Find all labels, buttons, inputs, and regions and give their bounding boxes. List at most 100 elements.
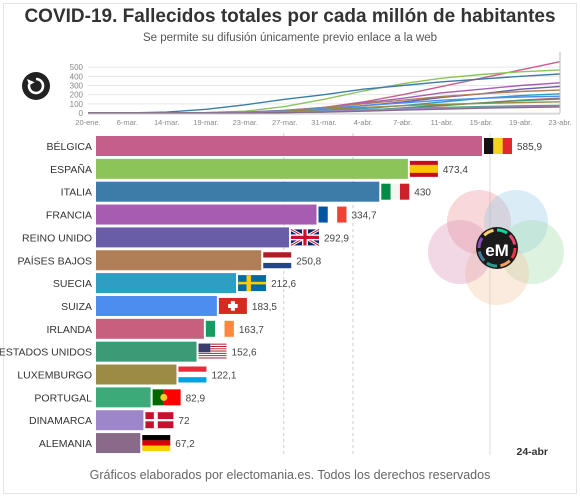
bar-value-label: 212,6: [271, 279, 296, 290]
bar: [96, 158, 408, 179]
flag-part: [198, 348, 227, 350]
replay-button[interactable]: [22, 72, 50, 100]
bar-category-label: ESTADOS UNIDOS: [0, 347, 92, 359]
logo-circle: [428, 220, 492, 284]
flag-part: [198, 345, 227, 348]
bar: [96, 364, 177, 385]
line-y-tick-label: 400: [70, 72, 84, 81]
flag-part: [484, 138, 494, 154]
flag-part: [205, 320, 216, 337]
line-x-tick-label: 7-abr.: [393, 118, 412, 127]
flag-part: [198, 355, 227, 357]
flag-part: [409, 164, 438, 173]
bar-row: PORTUGAL 82,9: [34, 387, 206, 408]
line-x-tick-label: 4-abr.: [354, 118, 373, 127]
flag-part: [198, 347, 227, 349]
logo-ring-segment: [496, 228, 508, 235]
logo-ring-segment: [477, 237, 484, 249]
flag-part: [142, 445, 171, 452]
flag-part: [198, 350, 227, 352]
flag-part: [160, 393, 168, 401]
logo-circle: [500, 220, 564, 284]
line-series: [87, 73, 561, 114]
line-x-tick-label: 19-abr.: [509, 118, 532, 127]
bar-category-label: SUIZA: [61, 301, 92, 313]
ireland-flag-icon: [205, 320, 234, 337]
bar-category-label: FRANCIA: [46, 210, 92, 222]
footer-credit: Gráficos elaborados por electomania.es. …: [89, 468, 491, 482]
flag-part: [198, 344, 227, 346]
bar-category-label: ALEMANIA: [39, 438, 92, 450]
line-y-tick-label: 500: [70, 63, 84, 72]
bar-category-label: ESPAÑA: [50, 163, 92, 176]
replay-icon: [27, 77, 45, 95]
denmark-flag-icon: [145, 412, 174, 429]
bar-category-label: PORTUGAL: [34, 392, 92, 404]
bar: [96, 250, 262, 271]
bar: [96, 136, 482, 156]
flag-part: [198, 358, 227, 360]
bar-category-label: IRLANDA: [46, 324, 92, 336]
logo-ring-segment: [500, 259, 511, 268]
logo-ring-segment: [477, 251, 486, 262]
bar-value-label: 152,6: [232, 348, 257, 359]
uk-flag-icon: [290, 228, 320, 247]
flag-part: [215, 320, 225, 337]
flag-part: [145, 419, 174, 422]
line-x-tick-label: 31-mar.: [311, 118, 336, 127]
bar-value-label: 183,5: [252, 302, 277, 313]
flag-part: [224, 320, 234, 337]
bar-row: IRLANDA 163,7: [46, 318, 264, 339]
line-y-tick-label: 300: [70, 82, 84, 91]
line-y-tick-label: 0: [79, 109, 84, 118]
bar: [96, 341, 197, 362]
flag-part: [198, 343, 227, 345]
line-x-tick-label: 15-abr.: [470, 118, 493, 127]
switzerland-flag-icon: [218, 297, 247, 314]
bar-value-label: 473,4: [443, 165, 468, 176]
bar-row: PAÍSES BAJOS 250,8: [18, 250, 322, 271]
bar-value-label: 67,2: [175, 439, 195, 450]
flag-part: [163, 389, 181, 406]
logo-ring-segment: [508, 234, 517, 245]
bar-value-label: 250,8: [296, 256, 321, 267]
flag-part: [381, 183, 391, 200]
bar-value-label: 292,9: [324, 233, 349, 244]
logo-text: eM: [485, 241, 509, 260]
line-x-tick-label: 23-mar.: [233, 118, 258, 127]
bar-row: REINO UNIDO 292,9: [22, 227, 349, 248]
flag-part: [399, 183, 410, 200]
flag-part: [198, 343, 211, 353]
bar-chart: BÉLGICA 585,9 ESPAÑA 473,4 ITALIA 430 FRANCIA 3…: [0, 133, 548, 458]
flag-part: [238, 281, 267, 285]
line-x-tick-label: 11-abr.: [431, 118, 454, 127]
flag-part: [502, 138, 512, 154]
logo-ring-segment: [483, 228, 494, 237]
netherlands-flag-icon: [263, 252, 292, 269]
bar: [96, 227, 289, 248]
line-series: [88, 61, 561, 114]
bar-row: FRANCIA 334,7: [46, 204, 377, 225]
flag-part: [318, 206, 328, 223]
date-label: 24-abr: [516, 446, 548, 458]
electomania-logo: eM: [428, 190, 564, 305]
flag-part: [263, 252, 292, 258]
bar: [96, 181, 380, 202]
flag-part: [178, 366, 207, 372]
line-x-tick-label: 20-ene.: [75, 118, 100, 127]
belgium-flag-icon: [484, 138, 512, 154]
bar-value-label: 163,7: [239, 325, 264, 336]
bar-category-label: ITALIA: [61, 187, 92, 199]
bar-row: ESPAÑA 473,4: [50, 158, 468, 179]
germany-flag-icon: [142, 435, 171, 452]
flag-part: [337, 206, 347, 223]
italy-flag-icon: [381, 183, 410, 200]
logo-ring-segment: [486, 261, 498, 268]
line-x-tick-label: 19-mar.: [193, 118, 218, 127]
bar-value-label: 72: [178, 416, 190, 427]
bar-category-label: LUXEMBURGO: [17, 370, 92, 382]
luxembourg-flag-icon: [178, 366, 207, 383]
flag-part: [493, 138, 503, 154]
